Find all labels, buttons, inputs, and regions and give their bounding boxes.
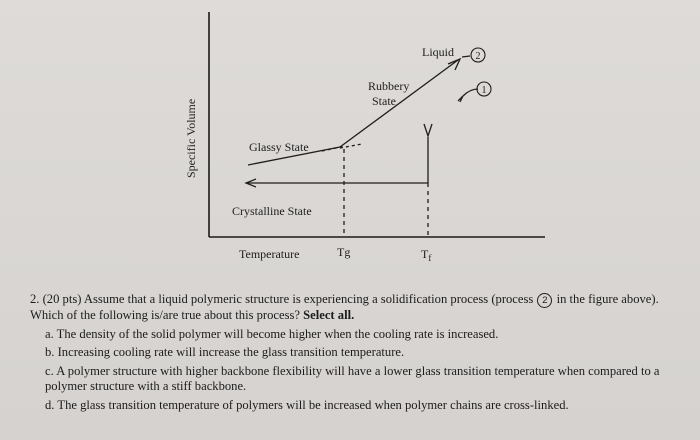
answer-options: a. The density of the solid polymer will…	[30, 327, 680, 414]
phase-diagram: 1 2 Liquid Rubbery State Glassy State Cr…	[184, 12, 545, 263]
option-d[interactable]: d. The glass transition temperature of p…	[45, 398, 680, 414]
question-number: 2.	[30, 292, 40, 306]
crystalline-arrow	[244, 178, 257, 188]
x-axis-label: Temperature	[239, 247, 299, 261]
tf-label-subscript: f	[428, 253, 431, 263]
option-c[interactable]: c. A polymer structure with higher backb…	[45, 364, 680, 395]
option-text: A polymer structure with higher backbone…	[45, 363, 660, 394]
option-letter: b.	[45, 345, 55, 360]
process-2-pointer	[461, 55, 471, 58]
rubbery-label-line2: State	[372, 94, 396, 108]
crystalline-label: Crystalline State	[232, 204, 312, 218]
option-text: The glass transition temperature of poly…	[57, 397, 569, 412]
process-marker-inline: 2	[537, 293, 553, 308]
y-axis-label: Specific Volume	[184, 99, 198, 178]
process-1-marker: 1	[476, 81, 492, 97]
option-letter: c.	[45, 363, 54, 378]
rubbery-label-line1: Rubbery	[368, 79, 409, 93]
process-1-pointer	[462, 88, 479, 97]
tg-label: Tg	[337, 245, 350, 259]
question-text-before: (20 pts) Assume that a liquid polymeric …	[42, 292, 534, 306]
process-1-number: 1	[482, 85, 487, 96]
melting-drop-arrow	[423, 123, 433, 139]
question-text-after: in the figure above). Which of the follo…	[30, 292, 659, 322]
option-text: The density of the solid polymer will be…	[56, 326, 499, 341]
select-all-emphasis: Select all.	[303, 308, 355, 322]
option-a[interactable]: a. The density of the solid polymer will…	[45, 327, 680, 343]
option-text: Increasing cooling rate will increase th…	[57, 345, 405, 360]
option-letter: d.	[45, 397, 55, 412]
process-1-arrow	[457, 95, 464, 103]
question-stem: 2. (20 pts) Assume that a liquid polymer…	[30, 292, 680, 324]
process-2-marker: 2	[470, 47, 486, 63]
glassy-label: Glassy State	[249, 140, 309, 154]
liquid-label: Liquid	[422, 45, 454, 59]
liquid-pointer-arrow	[447, 57, 462, 71]
glass-transition-knee-dashes	[321, 143, 363, 152]
process-2-number: 2	[476, 51, 481, 62]
option-letter: a.	[45, 326, 54, 341]
rubbery-liquid-line	[339, 59, 459, 148]
tf-label-main: T	[421, 247, 429, 261]
question-block: 2. (20 pts) Assume that a liquid polymer…	[30, 292, 680, 414]
tf-label: Tf	[421, 247, 431, 263]
option-b[interactable]: b. Increasing cooling rate will increase…	[45, 345, 680, 361]
axes	[208, 12, 545, 238]
